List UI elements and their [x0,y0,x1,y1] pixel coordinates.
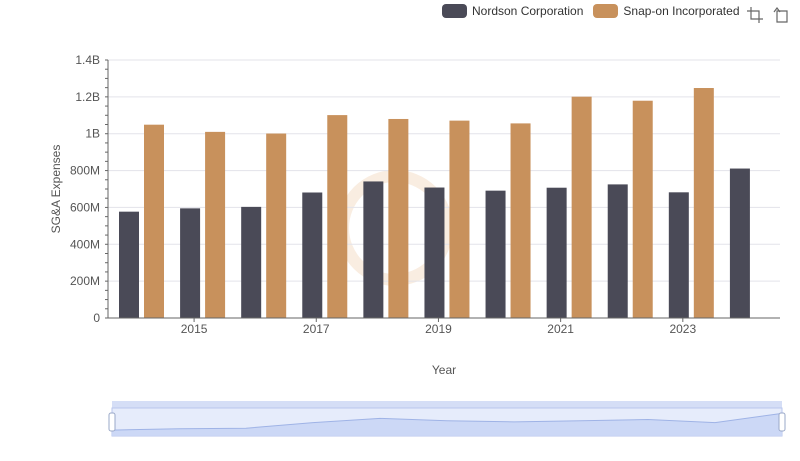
chart-toolbox [746,6,790,24]
bar-nordson-2023 [668,192,689,318]
axes-layer: 0 200M 400M 600M 800M 1B 1.2B 1.4B 2015 2017 2019 2… [70,53,780,336]
bar-snapon-2017 [327,115,348,318]
bar-snapon-2014 [144,124,164,318]
zoom-handle-right [778,412,786,432]
bar-snapon-2016 [266,133,287,318]
legend-label-snapon: Snap-on Incorporated [623,4,740,18]
data-zoom-slider[interactable] [108,401,786,437]
bar-snapon-2019 [449,120,470,318]
legend-label-nordson: Nordson Corporation [472,4,584,18]
bar-snapon-2015 [205,131,226,318]
bar-nordson-2015 [180,208,201,318]
x-tick-label: 2017 [303,322,330,336]
legend-item-nordson[interactable]: Nordson Corporation [442,4,583,18]
bar-snapon-2020 [510,123,531,318]
y-tick-label: 600M [70,200,100,214]
y-tick-label: 200M [70,274,100,288]
bar-nordson-2018 [363,181,384,318]
x-tick-label: 2019 [425,322,452,336]
y-axis-title: SG&A Expenses [49,145,63,234]
bar-snapon-2021 [571,96,592,319]
y-tick-label: 1.4B [75,53,100,67]
bar-snapon-2023 [693,88,714,318]
y-tick-label: 800M [70,164,100,178]
y-tick-label: 400M [70,237,100,251]
y-tick-label: 1.2B [75,90,100,104]
zoom-top-bar [112,401,782,408]
legend-item-snapon[interactable]: Snap-on Incorporated [593,4,740,18]
x-tick-label: 2021 [547,322,574,336]
bar-snapon-2018 [388,118,409,318]
bar-nordson-2016 [241,206,262,318]
chart-legend: Nordson Corporation Snap-on Incorporated [442,4,740,18]
bar-nordson-2014 [119,211,139,318]
bar-nordson-2020 [485,190,506,318]
bar-nordson-2024 [729,168,750,318]
bar-snapon-2022 [632,100,653,318]
bar-layer [119,88,750,319]
bar-nordson-2021 [546,187,567,318]
zoom-line [111,412,783,431]
x-tick-label: 2023 [669,322,696,336]
x-axis-title: Year [432,363,456,377]
restore-icon[interactable] [772,6,790,24]
bar-nordson-2022 [607,184,628,318]
y-tick-label: 0 [93,311,100,325]
zoom-area [112,413,782,436]
zoom-handle-left [108,412,116,432]
bar-nordson-2019 [424,187,445,318]
zoom-icon[interactable] [746,6,764,24]
x-tick-label: 2015 [181,322,208,336]
bar-nordson-2017 [302,192,323,318]
y-tick-label: 1B [85,127,100,141]
legend-swatch-snapon [593,4,619,18]
legend-swatch-nordson [442,4,467,18]
